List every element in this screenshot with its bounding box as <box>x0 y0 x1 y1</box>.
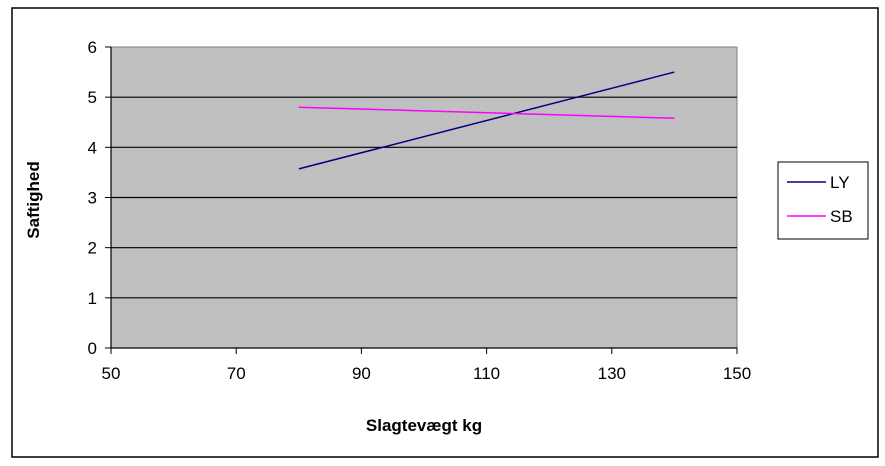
y-tick-label: 0 <box>88 339 97 358</box>
legend-label-ly: LY <box>830 173 850 192</box>
series-layer <box>298 71 675 170</box>
legend-box <box>777 161 869 240</box>
x-tick-label: 110 <box>473 364 500 383</box>
y-tick-label: 5 <box>88 88 97 107</box>
gridlines <box>111 96 737 299</box>
x-tick-label: 150 <box>723 364 751 383</box>
x-axis-title: Slagtevægt kg <box>366 416 482 435</box>
legend-label-sb: SB <box>830 207 853 226</box>
y-tick-label: 2 <box>88 239 97 258</box>
series-line-ly <box>298 71 675 170</box>
y-tick-label: 6 <box>88 38 97 57</box>
y-tick-label: 4 <box>88 138 97 157</box>
x-tick-label: 70 <box>227 364 246 383</box>
series-line-sb <box>298 106 675 119</box>
y-axis: 0 1 2 3 4 5 6 <box>88 38 112 358</box>
y-tick-label: 1 <box>88 289 97 308</box>
x-tick-label: 50 <box>102 364 121 383</box>
legend: LY SB <box>777 161 869 240</box>
y-axis-title: Saftighed <box>24 161 43 238</box>
x-tick-label: 130 <box>598 364 626 383</box>
y-tick-label: 3 <box>88 189 97 208</box>
x-axis: 50 70 90 110 130 150 <box>102 347 751 383</box>
x-tick-label: 90 <box>352 364 371 383</box>
